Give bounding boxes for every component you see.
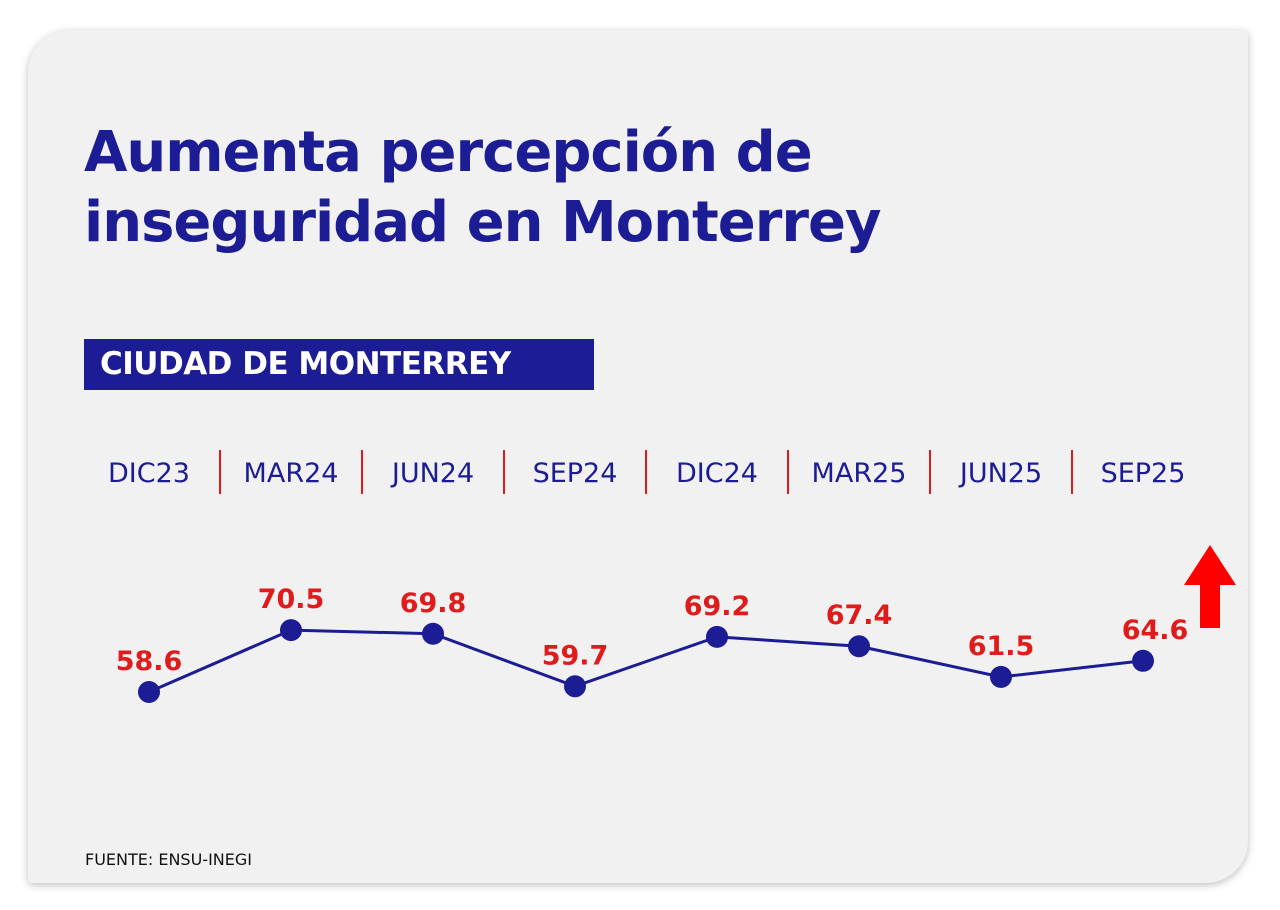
x-tick-label: JUN24 — [390, 458, 474, 489]
x-tick-label: MAR24 — [244, 458, 339, 489]
data-point — [422, 622, 444, 645]
city-badge: CIUDAD DE MONTERREY — [84, 339, 594, 390]
data-label: 67.4 — [826, 600, 893, 631]
data-point — [280, 619, 302, 642]
chart-card — [28, 30, 1248, 883]
data-point — [706, 625, 728, 648]
page-title: Aumenta percepción de inseguridad en Mon… — [84, 118, 881, 258]
data-label: 61.5 — [968, 631, 1035, 662]
data-label: 58.6 — [116, 646, 183, 677]
x-tick-label: JUN25 — [958, 458, 1042, 489]
data-label: 59.7 — [542, 640, 609, 671]
x-tick-label: DIC23 — [108, 458, 190, 489]
title-line-2: inseguridad en Monterrey — [84, 190, 881, 255]
x-tick-label: SEP25 — [1101, 458, 1186, 489]
data-point — [848, 635, 870, 658]
x-tick-label: SEP24 — [533, 458, 618, 489]
data-point — [1132, 649, 1154, 672]
data-label: 69.2 — [684, 591, 751, 622]
x-tick-label: DIC24 — [676, 458, 758, 489]
title-line-1: Aumenta percepción de — [84, 120, 813, 185]
data-point — [990, 665, 1012, 688]
up-arrow-icon — [1184, 545, 1236, 628]
data-label: 69.8 — [400, 588, 467, 619]
data-label: 64.6 — [1122, 615, 1189, 646]
source-note: FUENTE: ENSU-INEGI — [85, 850, 252, 869]
data-label: 70.5 — [258, 584, 325, 615]
data-point — [564, 675, 586, 698]
series-line — [148, 628, 1144, 694]
x-tick-label: MAR25 — [812, 458, 907, 489]
data-point — [138, 681, 160, 703]
